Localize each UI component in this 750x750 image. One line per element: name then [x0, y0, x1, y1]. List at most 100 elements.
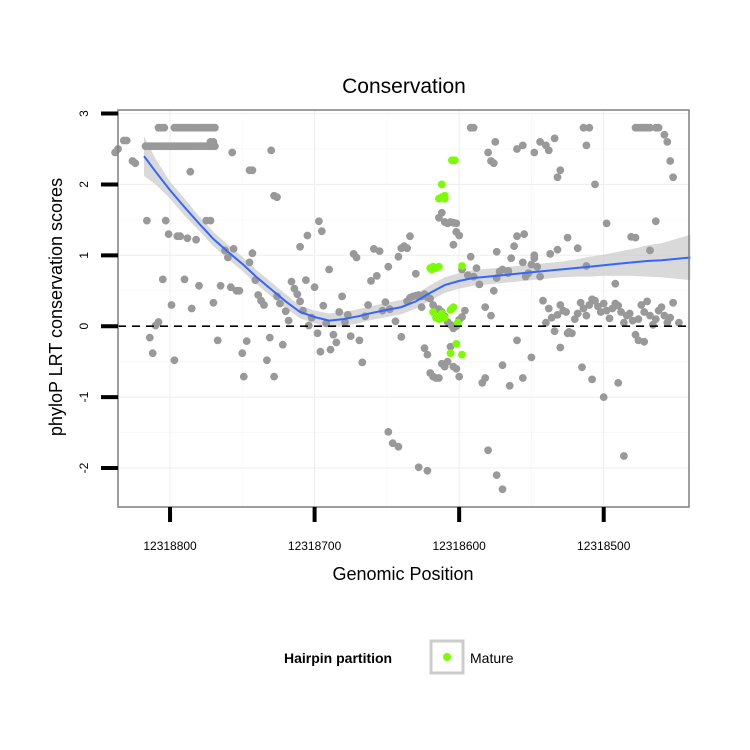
data-point [510, 242, 518, 251]
y-tick-label: 1 [77, 252, 91, 259]
data-point [263, 356, 271, 365]
data-point [338, 292, 346, 301]
data-point [614, 379, 623, 387]
data-point [588, 375, 596, 384]
data-point [556, 166, 565, 175]
data-point [235, 286, 244, 295]
data-point [358, 358, 367, 367]
data-point [122, 136, 131, 145]
data-point [423, 466, 432, 475]
data-point [579, 123, 588, 132]
data-point [296, 297, 304, 306]
data-point [605, 314, 614, 323]
data-point [637, 301, 646, 309]
data-point [530, 251, 539, 260]
data-point [550, 134, 559, 143]
data-point [304, 321, 313, 330]
data-point [666, 313, 675, 322]
data-point [620, 318, 628, 327]
data-point [417, 303, 426, 311]
data-point [403, 244, 411, 253]
data-point [296, 242, 304, 251]
data-point [489, 286, 498, 295]
data-point [411, 269, 420, 278]
data-point [242, 337, 251, 345]
data-point [367, 277, 375, 285]
data-point [544, 304, 553, 313]
data-point [536, 138, 544, 146]
data-point [530, 148, 539, 157]
data-point [216, 281, 225, 290]
data-point [343, 311, 352, 319]
data-point [666, 157, 675, 165]
data-point [455, 372, 464, 381]
data-point [498, 361, 507, 370]
y-tick-label: -1 [77, 391, 91, 402]
y-tick-label: 0 [77, 323, 91, 330]
y-axis-title: phyloP LRT conservation scores [46, 178, 66, 436]
data-point [620, 452, 628, 460]
data-point [322, 319, 331, 328]
data-point [614, 301, 623, 310]
data-point [582, 141, 591, 150]
data-point [481, 303, 490, 311]
data-point [260, 301, 268, 309]
data-point-mature [450, 156, 459, 165]
data-point [187, 304, 196, 313]
data-point [192, 235, 201, 244]
data-point [484, 148, 492, 157]
data-point [518, 374, 527, 382]
data-point [316, 347, 325, 356]
data-point [675, 318, 683, 327]
data-point [553, 311, 562, 319]
data-point [492, 471, 501, 479]
data-point [498, 485, 507, 494]
data-point [287, 277, 296, 286]
data-point [384, 428, 393, 436]
data-point [489, 159, 498, 168]
data-point [164, 230, 173, 239]
data-point [449, 240, 458, 249]
data-point [154, 318, 163, 326]
data-point [611, 279, 620, 288]
data-point [391, 317, 400, 326]
data-point [547, 313, 556, 322]
x-axis-title: Genomic Position [332, 564, 473, 584]
x-tick-label: 12318700 [288, 539, 342, 553]
data-point [513, 336, 521, 345]
data-point [660, 130, 669, 139]
data-point [646, 246, 654, 255]
data-point [224, 253, 232, 262]
data-point [209, 298, 218, 307]
data-point [481, 374, 490, 382]
data-point [381, 298, 390, 306]
data-point [332, 338, 341, 347]
data-point [461, 306, 469, 315]
data-point [145, 333, 154, 342]
data-point-mature [452, 340, 461, 348]
data-point [209, 138, 218, 146]
data-point [475, 280, 484, 289]
data-point [657, 303, 666, 311]
data-point-mature [446, 349, 455, 358]
data-point [329, 330, 338, 339]
data-point [492, 247, 501, 256]
data-point [265, 333, 274, 342]
data-point [226, 283, 235, 292]
data-point-mature [435, 262, 443, 271]
data-point-mature [440, 191, 449, 200]
data-point [167, 301, 176, 309]
data-point [176, 232, 185, 241]
data-point [245, 258, 254, 267]
data-point [278, 340, 287, 349]
data-point [542, 318, 550, 327]
data-point [352, 253, 361, 262]
data-point [180, 275, 189, 284]
data-point [435, 374, 443, 382]
data-point [669, 173, 677, 182]
y-tick-label: 2 [77, 181, 91, 188]
data-point [414, 291, 423, 299]
data-point [161, 216, 170, 225]
data-point [186, 167, 195, 176]
data-point [302, 276, 310, 284]
